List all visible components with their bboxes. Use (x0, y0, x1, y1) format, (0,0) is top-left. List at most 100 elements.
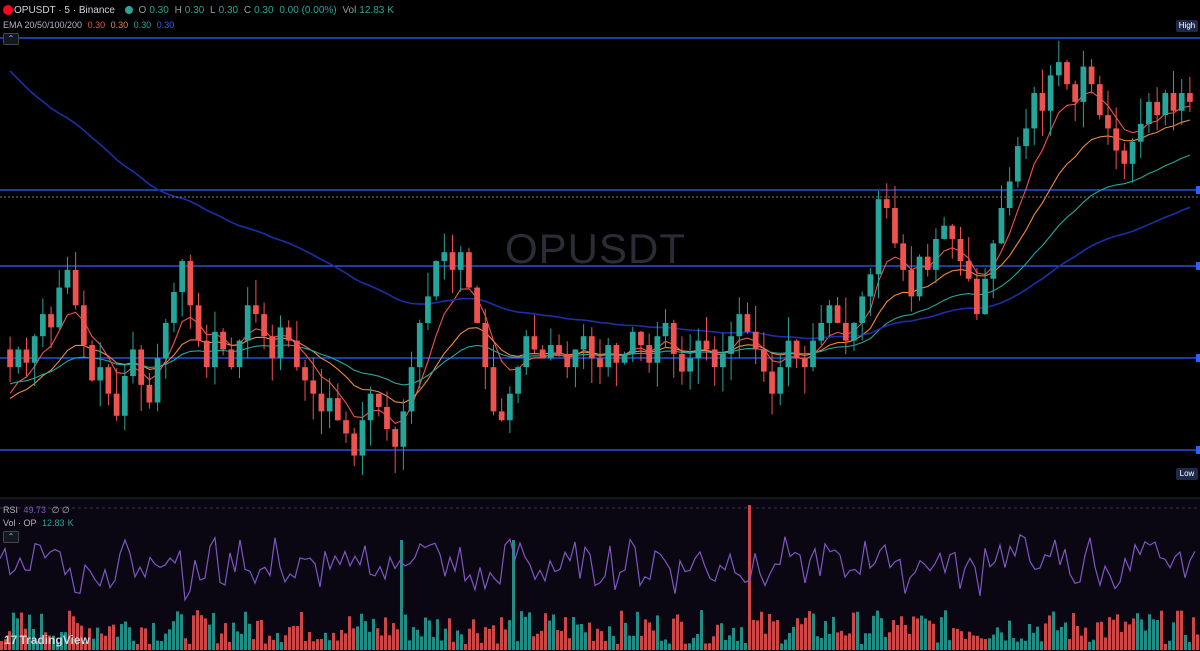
rsi-label[interactable]: RSI (3, 505, 19, 515)
symbol-legend[interactable]: OPUSDT · 5 · Binance O 0.30 H 0.30 L 0.30 C… (14, 5, 397, 16)
candle[interactable] (40, 298, 46, 348)
candle[interactable] (97, 342, 104, 407)
candle[interactable] (1055, 40, 1062, 87)
candle[interactable] (1129, 138, 1136, 183)
candle[interactable] (711, 336, 718, 386)
candle[interactable] (138, 344, 145, 411)
candle[interactable] (752, 305, 759, 365)
candle[interactable] (621, 351, 628, 365)
candle[interactable] (1162, 89, 1169, 126)
candle[interactable] (23, 337, 30, 377)
candle[interactable] (1023, 108, 1029, 160)
candle[interactable] (236, 339, 243, 379)
candle[interactable] (15, 346, 22, 374)
candle[interactable] (1113, 107, 1120, 170)
candle[interactable] (810, 323, 816, 372)
candle[interactable] (613, 343, 620, 387)
candle[interactable] (285, 320, 292, 347)
candle[interactable] (539, 345, 546, 359)
candle[interactable] (1105, 90, 1111, 145)
candle[interactable] (105, 363, 112, 406)
candle[interactable] (326, 378, 333, 429)
candle[interactable] (293, 320, 300, 371)
candle[interactable] (441, 233, 448, 280)
collapse-chevron-icon[interactable]: ⌃ (3, 531, 19, 543)
candle[interactable] (392, 426, 399, 474)
candle[interactable] (572, 349, 579, 388)
candle[interactable] (1014, 136, 1021, 188)
candle[interactable] (662, 308, 669, 348)
candle[interactable] (670, 319, 677, 378)
tradingview-logo[interactable]: 17 TradingView (4, 633, 90, 647)
candle[interactable] (1154, 87, 1160, 131)
candle[interactable] (941, 216, 947, 240)
candle[interactable] (1121, 143, 1128, 180)
candle[interactable] (760, 332, 767, 382)
candle[interactable] (990, 239, 997, 299)
candle[interactable] (130, 331, 136, 384)
candle[interactable] (703, 317, 710, 361)
candle[interactable] (425, 272, 431, 330)
candle[interactable] (482, 308, 489, 390)
candle[interactable] (531, 315, 538, 354)
candle[interactable] (203, 324, 210, 378)
candle[interactable] (449, 234, 456, 293)
candle[interactable] (195, 292, 202, 347)
candle[interactable] (1178, 79, 1185, 125)
symbol-title[interactable]: OPUSDT · 5 · Binance (14, 5, 115, 16)
candle[interactable] (777, 353, 784, 406)
candle[interactable] (253, 279, 259, 323)
candle[interactable] (515, 365, 521, 404)
candle[interactable] (523, 330, 530, 376)
candle[interactable] (785, 317, 792, 387)
candle[interactable] (1088, 59, 1095, 94)
candle[interactable] (1031, 86, 1038, 146)
candle[interactable] (121, 364, 128, 431)
candle[interactable] (1047, 65, 1054, 136)
candle[interactable] (769, 351, 775, 415)
candle[interactable] (597, 339, 603, 385)
candle[interactable] (343, 411, 349, 443)
candle[interactable] (334, 383, 341, 421)
candle[interactable] (547, 328, 554, 361)
candle[interactable] (433, 260, 440, 301)
candle[interactable] (466, 247, 472, 289)
candle[interactable] (474, 285, 480, 324)
candle[interactable] (580, 324, 587, 370)
candle[interactable] (1080, 50, 1087, 128)
candle[interactable] (801, 345, 808, 394)
candle[interactable] (113, 368, 120, 421)
candle[interactable] (834, 296, 841, 324)
candle[interactable] (720, 333, 726, 392)
candle[interactable] (80, 290, 87, 358)
candle[interactable] (605, 337, 612, 377)
candle[interactable] (56, 270, 63, 330)
candle[interactable] (998, 185, 1005, 245)
candle[interactable] (687, 334, 693, 390)
candle[interactable] (359, 402, 366, 476)
candle[interactable] (408, 351, 415, 424)
candle[interactable] (179, 258, 186, 317)
candle[interactable] (933, 228, 939, 284)
candle[interactable] (261, 302, 267, 350)
candle[interactable] (908, 246, 915, 312)
candle[interactable] (1064, 59, 1070, 90)
candle[interactable] (507, 386, 513, 434)
candle[interactable] (1137, 98, 1144, 158)
candle[interactable] (367, 386, 374, 446)
volume-label[interactable]: Vol · OP (3, 518, 37, 528)
low-badge[interactable]: Low (1176, 468, 1198, 480)
candle[interactable] (965, 237, 972, 282)
candle[interactable] (31, 334, 38, 387)
candle[interactable] (957, 226, 964, 276)
candle[interactable] (48, 306, 54, 349)
candle[interactable] (638, 331, 644, 361)
candle[interactable] (695, 328, 702, 384)
candle[interactable] (220, 328, 226, 356)
candle[interactable] (171, 282, 177, 333)
candle[interactable] (679, 336, 685, 385)
candle[interactable] (244, 287, 251, 358)
candle[interactable] (1170, 71, 1177, 131)
candle[interactable] (351, 427, 358, 467)
